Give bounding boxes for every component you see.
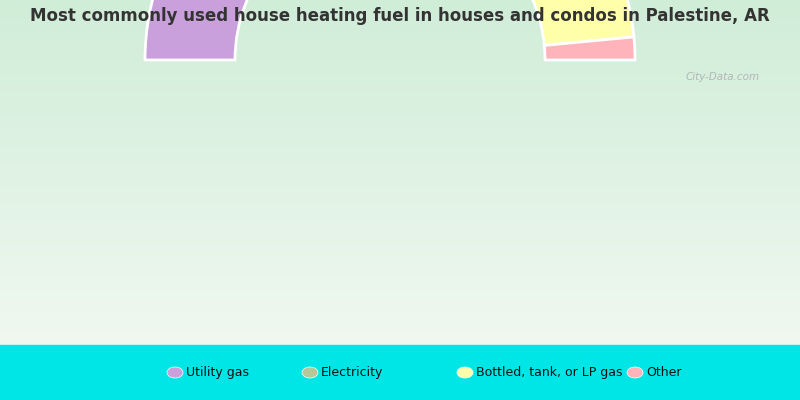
Bar [0,154,800,160]
Bar [0,228,800,233]
Bar [0,249,800,254]
Bar [0,25,800,30]
Bar [0,219,800,224]
Bar [0,172,800,177]
Bar [0,215,800,220]
Bar [0,266,800,272]
Text: Utility gas: Utility gas [186,366,249,379]
Bar [0,292,800,298]
Bar [0,12,800,17]
Bar [0,197,800,203]
Bar [0,8,800,13]
Bar [0,85,800,90]
Bar [0,128,800,134]
Bar [0,189,800,194]
Bar [0,254,800,259]
Bar [0,77,800,82]
Bar [0,322,800,328]
Text: Other: Other [646,366,682,379]
Bar [0,340,800,345]
Bar [0,90,800,95]
Text: Electricity: Electricity [321,366,383,379]
Bar [0,167,800,172]
Ellipse shape [627,367,643,378]
Ellipse shape [167,367,183,378]
Wedge shape [145,0,375,60]
Bar [0,327,800,332]
Bar [0,314,800,319]
Wedge shape [544,37,635,60]
Bar [0,0,800,4]
Bar [0,301,800,306]
Bar [0,305,800,310]
Bar [0,202,800,207]
Bar [0,284,800,289]
Bar [0,111,800,116]
Text: Most commonly used house heating fuel in houses and condos in Palestine, AR: Most commonly used house heating fuel in… [30,7,770,25]
Bar [0,3,800,9]
Bar [0,258,800,263]
Bar [0,288,800,293]
Bar [0,51,800,56]
Bar [0,279,800,285]
Bar [0,180,800,186]
Bar [0,184,800,190]
Bar [0,210,800,216]
Bar [0,141,800,147]
Bar [0,72,800,78]
Text: City-Data.com: City-Data.com [686,72,760,82]
Bar [0,176,800,181]
Bar [0,223,800,228]
Bar [0,107,800,112]
Bar [0,81,800,86]
Bar [0,94,800,99]
Bar [0,275,800,280]
Bar [0,133,800,138]
Ellipse shape [457,367,473,378]
Bar [0,310,800,315]
Bar [0,262,800,267]
Bar [0,296,800,302]
Wedge shape [532,0,634,46]
Bar [0,38,800,43]
Bar [0,102,800,108]
Bar [0,137,800,142]
Bar [0,335,800,341]
Bar [0,318,800,324]
Bar [0,236,800,242]
Bar [0,116,800,121]
Bar [0,124,800,129]
Bar [0,331,800,336]
Bar [0,16,800,22]
Bar [0,64,800,69]
Bar [0,46,800,52]
Bar [0,29,800,34]
Bar [0,245,800,250]
Bar [0,120,800,125]
Bar [0,59,800,65]
Bar [0,34,800,39]
Bar [0,163,800,168]
Bar [0,55,800,60]
Bar [0,345,800,400]
Bar [0,98,800,104]
Bar [0,232,800,237]
Bar [0,158,800,164]
Bar [0,20,800,26]
Bar [0,271,800,276]
Ellipse shape [302,367,318,378]
Bar [0,193,800,198]
Bar [0,146,800,151]
Bar [0,68,800,73]
Bar [0,42,800,48]
Text: Bottled, tank, or LP gas: Bottled, tank, or LP gas [476,366,622,379]
Bar [0,240,800,246]
Bar [0,206,800,211]
Bar [0,150,800,155]
